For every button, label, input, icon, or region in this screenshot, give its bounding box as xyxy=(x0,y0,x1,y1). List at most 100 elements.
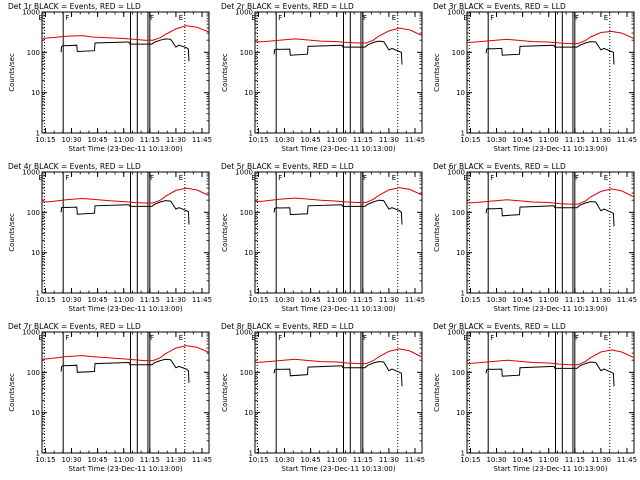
x-tick-label: 11:45 xyxy=(617,136,637,144)
x-tick-label: 11:30 xyxy=(379,456,399,464)
x-tick-label: 11:30 xyxy=(166,456,186,464)
x-tick-label: 11:15 xyxy=(565,456,585,464)
interval-marker-label: F xyxy=(363,14,367,22)
y-tick-label: 10 xyxy=(244,89,253,97)
series-events-line xyxy=(485,361,615,387)
y-tick-label: 10 xyxy=(31,249,40,257)
y-tick-label: 10 xyxy=(244,409,253,417)
interval-marker-label: F xyxy=(278,174,282,182)
y-axis-label: Counts/sec xyxy=(433,373,441,412)
series-events-line xyxy=(273,40,403,65)
x-tick-label: 10:30 xyxy=(486,136,506,144)
dotted-marker-label: E xyxy=(251,14,255,22)
x-tick-label: 11:00 xyxy=(539,456,559,464)
y-tick-label: 1000 xyxy=(447,9,465,17)
panel-det-8: Det 8r BLACK = Events, RED = LLD 1 10 100 10… xyxy=(221,322,425,473)
series-lld-line xyxy=(466,349,635,366)
series-events-line xyxy=(273,361,403,387)
dotted-marker-label: E xyxy=(604,334,608,342)
x-tick-label: 10:45 xyxy=(513,296,533,304)
x-tick-label: 10:15 xyxy=(248,456,268,464)
x-tick-label: 11:00 xyxy=(539,296,559,304)
y-axis-label: Counts/sec xyxy=(221,373,229,412)
interval-marker-label: F xyxy=(65,14,69,22)
x-tick-label: 11:45 xyxy=(617,296,637,304)
series-events-line xyxy=(60,358,190,383)
x-tick-label: 10:15 xyxy=(35,136,55,144)
x-tick-label: 10:15 xyxy=(248,296,268,304)
y-tick-label: 10 xyxy=(31,409,40,417)
interval-marker-label: F xyxy=(278,14,282,22)
panel-det-4: Det 4r BLACK = Events, RED = LLD 1 10 100 10… xyxy=(8,162,212,313)
dotted-marker-label: E xyxy=(179,174,183,182)
dotted-marker-label: E xyxy=(251,174,255,182)
interval-marker-label: F xyxy=(363,174,367,182)
y-axis-label: Counts/sec xyxy=(433,53,441,92)
y-tick-label: 1000 xyxy=(22,329,40,337)
x-tick-label: 11:00 xyxy=(114,136,134,144)
x-tick-label: 11:30 xyxy=(591,296,611,304)
dotted-marker-label: E xyxy=(392,174,396,182)
x-tick-label: 11:45 xyxy=(192,296,212,304)
series-events-line xyxy=(485,201,615,227)
x-tick-label: 11:00 xyxy=(327,136,347,144)
y-tick-label: 100 xyxy=(240,369,253,377)
y-tick-label: 100 xyxy=(240,49,253,57)
panel-title: Det 9r BLACK = Events, RED = LLD xyxy=(433,322,566,331)
x-tick-label: 11:30 xyxy=(379,296,399,304)
plot-frame xyxy=(254,331,423,454)
x-tick-label: 11:30 xyxy=(591,136,611,144)
panel-det-3: Det 3r BLACK = Events, RED = LLD 1 10 100 10… xyxy=(433,2,637,153)
panel-title: Det 1r BLACK = Events, RED = LLD xyxy=(8,2,141,11)
y-tick-label: 10 xyxy=(456,89,465,97)
y-tick-label: 1000 xyxy=(235,9,253,17)
x-tick-label: 10:30 xyxy=(274,296,294,304)
y-tick-label: 10 xyxy=(456,249,465,257)
x-tick-label: 10:30 xyxy=(61,296,81,304)
y-tick-label: 1 xyxy=(36,130,40,138)
x-tick-label: 11:15 xyxy=(353,296,373,304)
x-tick-label: 10:15 xyxy=(460,456,480,464)
y-tick-label: 1000 xyxy=(235,169,253,177)
panel-det-2: Det 2r BLACK = Events, RED = LLD 1 10 100 10… xyxy=(221,2,425,153)
dotted-marker-label: E xyxy=(38,174,42,182)
dotted-marker-label: E xyxy=(463,174,467,182)
y-tick-label: 1 xyxy=(249,450,253,458)
x-tick-label: 11:30 xyxy=(166,136,186,144)
interval-marker-label: F xyxy=(363,334,367,342)
y-tick-label: 10 xyxy=(31,89,40,97)
x-axis-label: Start Time (23-Dec-11 10:13:00) xyxy=(493,465,607,473)
y-axis-label: Counts/sec xyxy=(8,213,16,252)
x-tick-label: 10:15 xyxy=(460,136,480,144)
interval-marker-label: F xyxy=(65,334,69,342)
series-lld-line xyxy=(41,345,210,362)
y-tick-label: 1 xyxy=(249,290,253,298)
x-tick-label: 10:30 xyxy=(61,456,81,464)
x-axis-label: Start Time (23-Dec-11 10:13:00) xyxy=(493,145,607,153)
panel-title: Det 5r BLACK = Events, RED = LLD xyxy=(221,162,354,171)
series-lld-line xyxy=(254,348,423,365)
interval-marker-label: F xyxy=(575,174,579,182)
y-tick-label: 1000 xyxy=(447,169,465,177)
x-tick-label: 11:15 xyxy=(140,456,160,464)
plot-frame xyxy=(41,11,210,134)
x-axis-label: Start Time (23-Dec-11 10:13:00) xyxy=(68,305,182,313)
x-tick-label: 11:45 xyxy=(192,136,212,144)
interval-marker-label: F xyxy=(65,174,69,182)
x-tick-label: 11:15 xyxy=(140,136,160,144)
dotted-marker-label: E xyxy=(392,334,396,342)
x-tick-label: 10:30 xyxy=(486,456,506,464)
dotted-marker-label: E xyxy=(38,14,42,22)
y-tick-label: 10 xyxy=(456,409,465,417)
y-tick-label: 10 xyxy=(244,249,253,257)
x-tick-label: 11:00 xyxy=(114,296,134,304)
y-tick-label: 1 xyxy=(461,290,465,298)
panel-title: Det 4r BLACK = Events, RED = LLD xyxy=(8,162,141,171)
series-lld-line xyxy=(466,188,635,205)
panel-title: Det 2r BLACK = Events, RED = LLD xyxy=(221,2,354,11)
x-tick-label: 11:30 xyxy=(591,456,611,464)
x-tick-label: 11:45 xyxy=(192,456,212,464)
x-tick-label: 10:30 xyxy=(274,136,294,144)
series-events-line xyxy=(273,199,403,225)
x-tick-label: 10:45 xyxy=(88,296,108,304)
